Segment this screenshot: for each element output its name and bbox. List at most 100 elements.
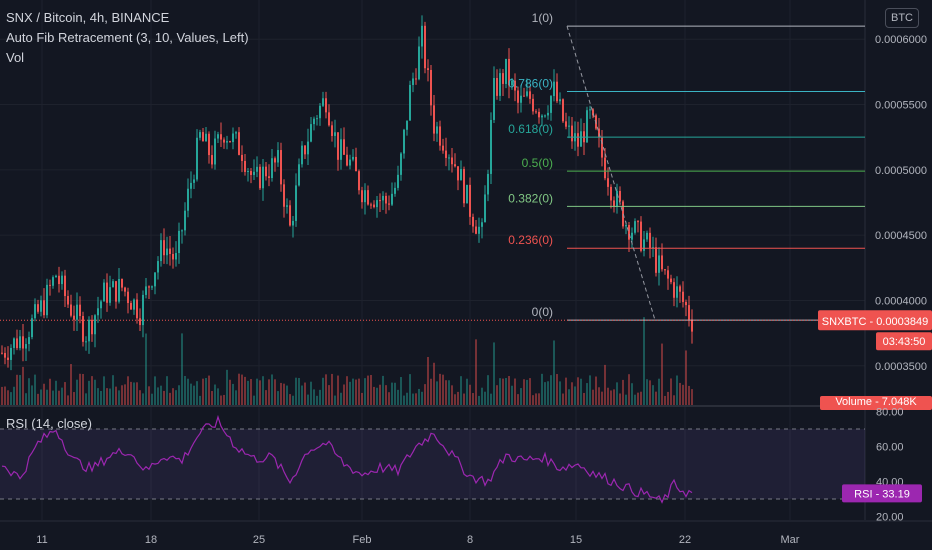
volume-bar [166,376,168,405]
volume-bar [304,382,306,405]
volume-bar [466,378,468,405]
rsi-tick-label: 60.00 [876,442,904,454]
candle-body [688,305,690,320]
volume-bar [232,383,234,405]
volume-bar [373,386,375,405]
candle-body [40,300,42,312]
volume-bar [124,384,126,405]
candle-body [295,185,297,221]
candle-body [271,158,273,178]
candle-body [484,194,486,223]
candle-body [418,46,420,80]
currency-badge[interactable]: BTC [885,8,919,28]
volume-bar [604,364,606,405]
volume-bar [226,369,228,405]
candle-body [436,126,438,134]
candle-body [322,98,324,106]
candle-body [601,137,603,158]
candle-body [262,166,264,189]
candle-body [562,99,564,122]
volume-bar [658,378,660,405]
volume-bar [484,391,486,405]
candle-body [190,182,192,189]
volume-bar [664,395,666,405]
volume-bar [121,385,123,405]
volume-bar [46,389,48,405]
candle-body [280,150,282,185]
volume-bar [25,393,27,405]
symbol-title[interactable]: SNX / Bitcoin, 4h, BINANCE [6,10,170,25]
volume-bar [10,392,12,405]
candle-body [499,73,501,96]
candle-body [136,299,138,319]
volume-bar [469,384,471,405]
candle-body [430,69,432,106]
candle-body [364,190,366,203]
candle-body [16,338,18,349]
candle-body [337,132,339,160]
volume-bar [271,374,273,405]
candle-body [541,115,543,118]
candle-body [409,84,411,121]
volume-indicator-label[interactable]: Vol [6,50,25,65]
candle-body [4,353,6,358]
volume-bar [502,378,504,405]
candle-body [652,247,654,249]
candle-body [244,160,246,172]
candle-body [397,174,399,188]
candle-body [535,111,537,113]
candle-body [43,300,45,316]
fib-indicator-label[interactable]: Auto Fib Retracement (3, 10, Values, Lef… [6,30,249,45]
time-tick-label: 18 [145,534,157,546]
candle-body [220,134,222,140]
candle-body [208,133,210,156]
volume-bar [631,383,633,405]
candle-body [121,279,123,288]
volume-bar [307,394,309,405]
candle-body [478,226,480,234]
volume-bar [331,373,333,405]
candle-body [166,248,168,256]
volume-bar [655,391,657,405]
volume-bar [391,382,393,405]
volume-bar [436,381,438,405]
candle-body [643,239,645,251]
candle-body [586,110,588,143]
volume-bar [523,379,525,405]
volume-bar [70,364,72,405]
volume-bar [454,394,456,405]
candle-body [385,195,387,204]
time-tick-label: 22 [679,534,691,546]
candle-body [394,187,396,194]
candle-body [439,126,441,146]
volume-bar [148,386,150,405]
candle-body [559,99,561,102]
volume-bar [292,395,294,405]
volume-bar [628,374,630,405]
candle-body [100,301,102,309]
candle-body [655,247,657,273]
rsi-badge-bg [842,484,922,503]
volume-bar [379,384,381,405]
volume-bar [328,385,330,405]
volume-bar [172,388,174,405]
time-tick-label: 25 [253,534,265,546]
volume-bar [85,393,87,405]
candle-body [370,204,372,206]
candle-body [529,91,531,99]
candle-body [10,347,12,360]
candle-body [226,141,228,143]
candle-body [661,255,663,270]
volume-bar [412,393,414,405]
rsi-indicator-label[interactable]: RSI (14, close) [6,416,92,431]
volume-bar [127,376,129,405]
volume-bar [547,381,549,405]
volume-bar [37,393,39,405]
candle-body [103,282,105,302]
candle-body [112,281,114,288]
volume-bar [322,377,324,405]
volume-bar [409,374,411,405]
candle-body [172,253,174,260]
candle-body [670,278,672,283]
